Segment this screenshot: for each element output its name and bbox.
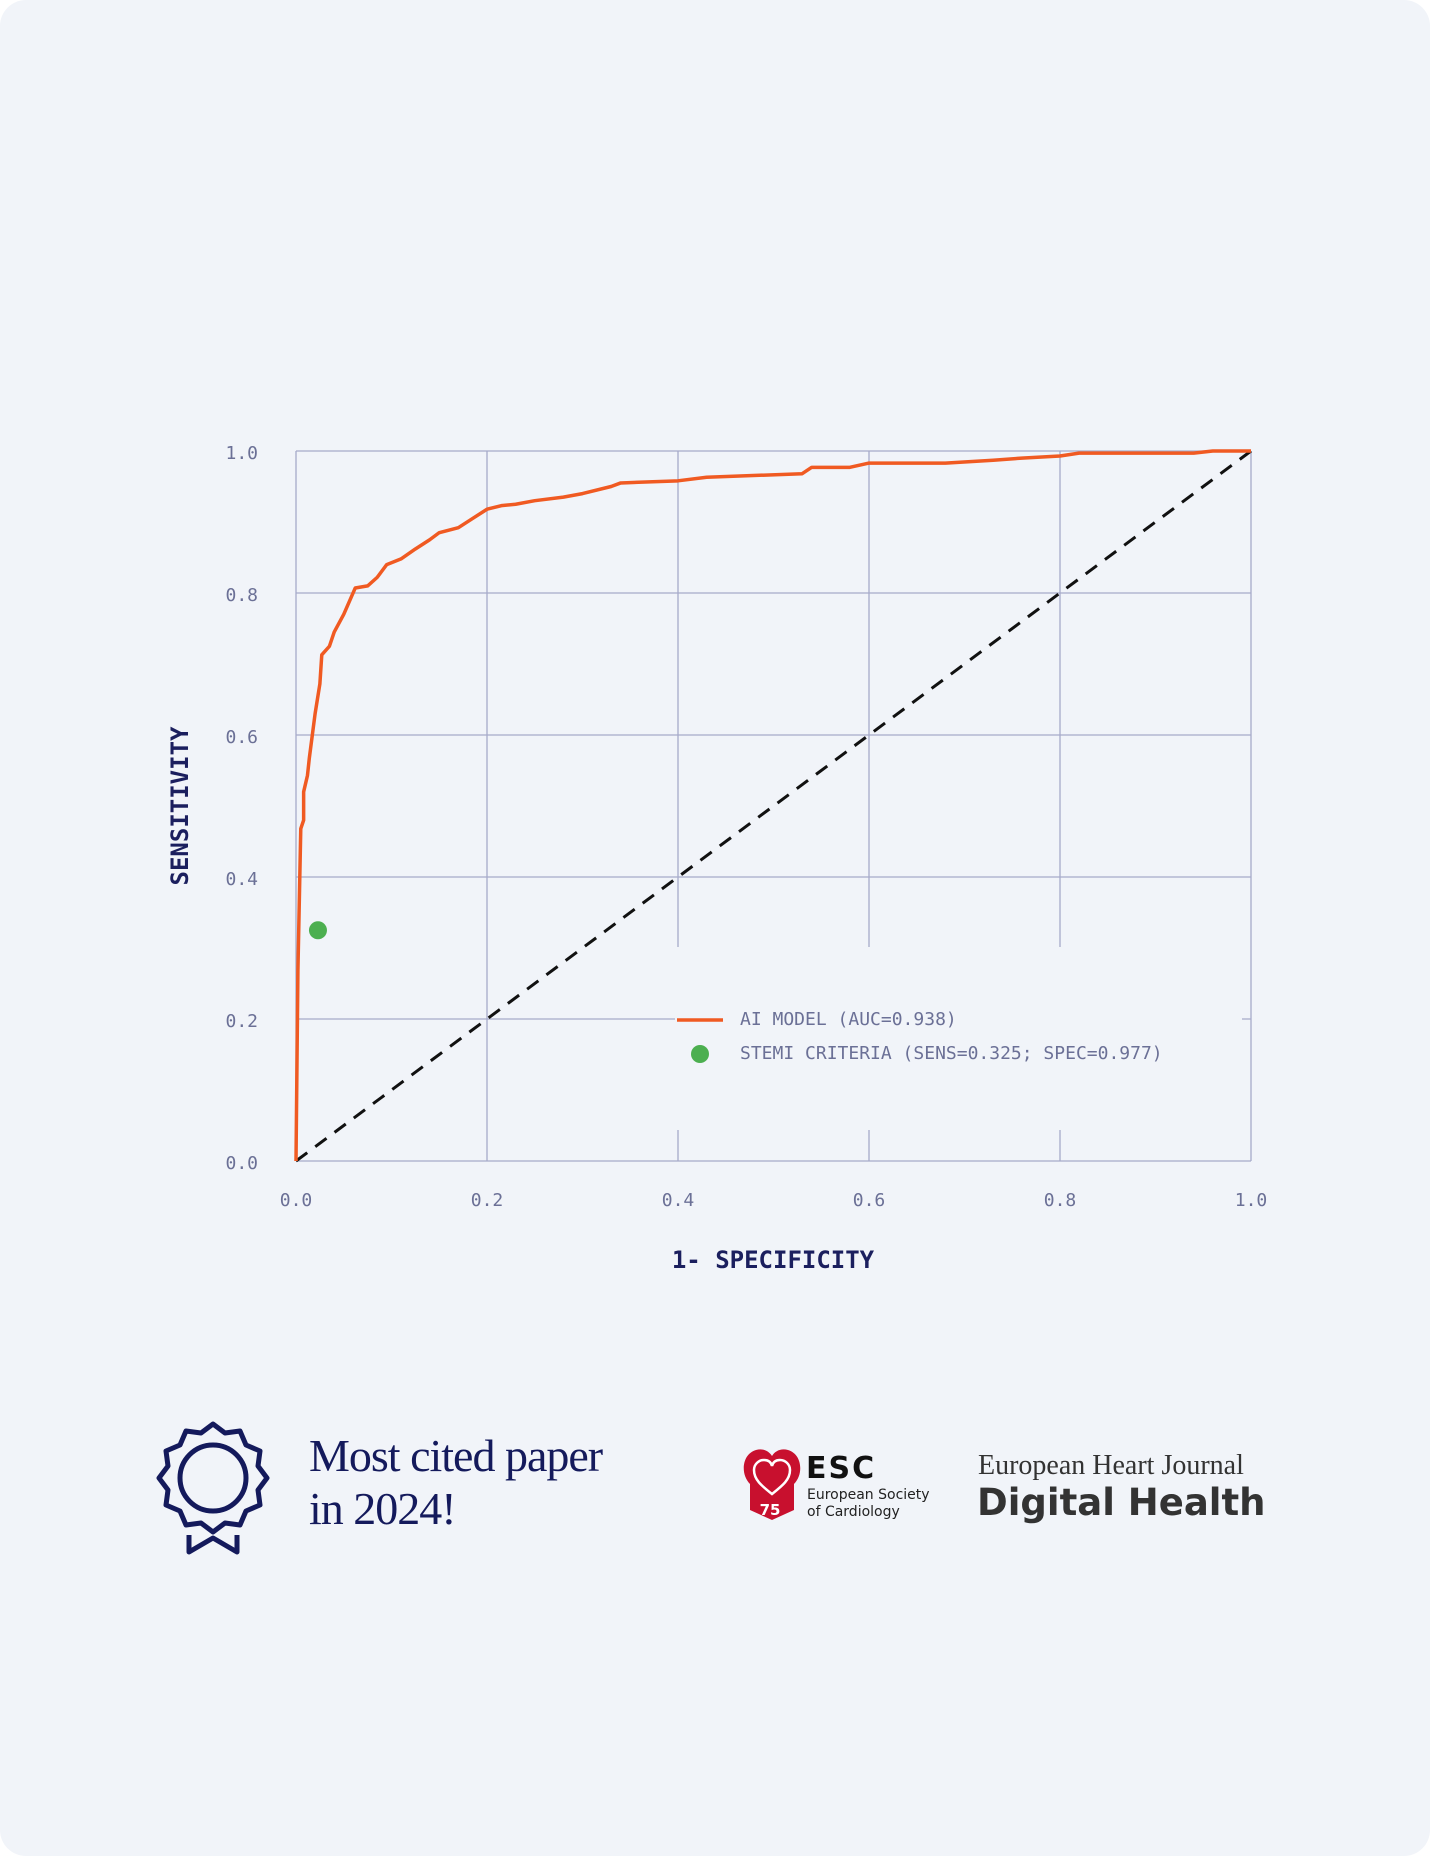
x-tick-label: 0.0 [280,1190,313,1211]
esc-badge: 75 [760,1501,781,1519]
esc-text: European Society [807,1487,930,1503]
x-tick-label: 1.0 [1235,1190,1268,1211]
x-tick-label: 0.2 [471,1190,504,1211]
award-text: Most cited paper [309,1430,603,1481]
reference-line [295,449,1252,1163]
y-tick-label: 0.4 [225,869,258,890]
x-tick-label: 0.4 [662,1190,695,1211]
x-tick-label: 0.6 [853,1190,886,1211]
y-axis-label: SENSITIVITY [166,726,194,885]
award-text: in 2024! [309,1483,456,1534]
legend-marker [691,1045,709,1063]
y-tick-label: 1.0 [225,443,258,464]
esc-text: of Cardiology [807,1504,900,1520]
y-tick-label: 0.6 [225,727,258,748]
x-tick-label: 0.8 [1044,1190,1077,1211]
roc-curve [294,449,1251,1162]
award-icon [156,1421,270,1555]
y-tick-label: 0.0 [225,1153,258,1174]
y-tick-label: 0.8 [225,585,258,606]
journal-name: European Heart Journal [978,1450,1244,1481]
journal-subtitle: Digital Health [977,1481,1266,1524]
grid [295,450,1252,1162]
esc-name: ESC [806,1451,876,1486]
scatter-point [308,921,327,940]
y-tick-label: 0.2 [225,1011,258,1032]
x-axis-label: 1- SPECIFICITY [672,1246,875,1274]
legend-box [675,947,1242,1130]
legend-label: AI MODEL (AUC=0.938) [740,1009,957,1030]
esc-logo: 75 [743,1449,801,1520]
legend-label: STEMI CRITERIA (SENS=0.325; SPEC=0.977) [740,1043,1163,1064]
